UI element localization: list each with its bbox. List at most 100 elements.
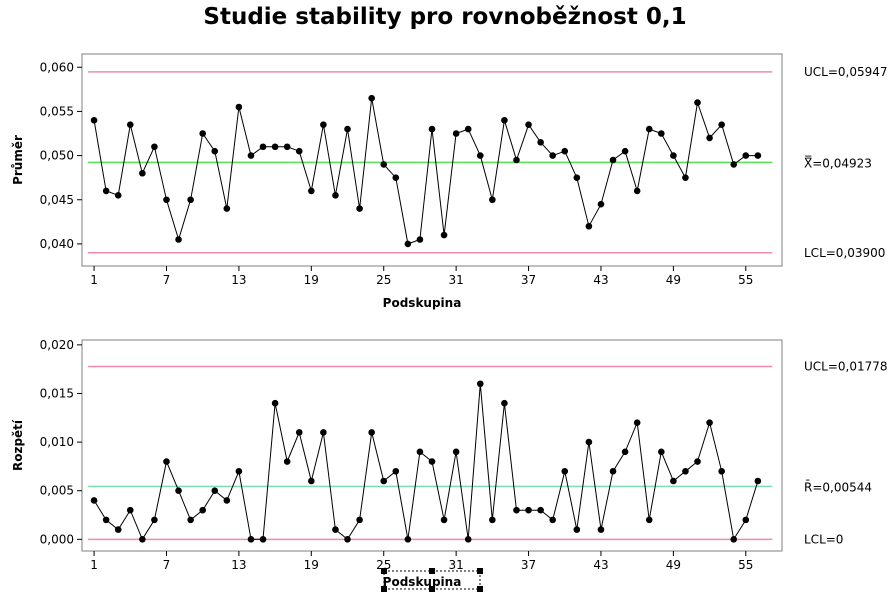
- data-point: [356, 205, 363, 212]
- selection-handle[interactable]: [477, 568, 483, 574]
- data-point: [633, 187, 641, 195]
- data-point: [489, 516, 496, 524]
- data-point: [621, 147, 629, 155]
- data-point: [609, 467, 617, 475]
- data-point: [126, 121, 134, 128]
- ucl-label: UCL=0,05947: [804, 65, 888, 79]
- plot-frame: [81, 339, 783, 552]
- x-tick-label: 25: [376, 273, 391, 287]
- lcl-label: LCL=0: [804, 532, 843, 546]
- y-tick-label: 0,050: [40, 149, 74, 163]
- x-tick-label: 49: [666, 273, 681, 287]
- data-point: [694, 458, 701, 465]
- selection-handles[interactable]: [381, 568, 483, 592]
- x-tick-label: 1: [90, 558, 98, 572]
- x-tick-label: 37: [521, 558, 536, 572]
- y-tick-label: 0,040: [40, 237, 74, 251]
- ucl-label: UCL=0,01778: [804, 359, 888, 373]
- data-point: [404, 536, 412, 543]
- data-point: [90, 116, 98, 124]
- data-point: [308, 187, 315, 195]
- data-point: [682, 174, 689, 181]
- y-tick-label: 0,000: [40, 532, 74, 546]
- x-tick-label: 49: [666, 558, 681, 572]
- selection-handle[interactable]: [429, 568, 435, 574]
- data-point: [730, 161, 738, 168]
- data-point: [344, 536, 351, 543]
- data-point: [585, 438, 593, 446]
- data-point: [344, 125, 351, 133]
- data-point: [706, 419, 713, 426]
- data-point: [175, 487, 182, 495]
- x-tick-label: 43: [593, 558, 608, 572]
- y-tick-label: 0,005: [40, 484, 74, 498]
- data-point: [320, 429, 327, 436]
- data-point: [380, 161, 388, 168]
- data-point: [489, 196, 496, 204]
- data-point: [658, 130, 665, 137]
- data-point: [247, 152, 255, 159]
- y-tick-label: 0,060: [40, 60, 74, 74]
- data-point: [283, 458, 291, 465]
- data-point: [163, 458, 170, 465]
- data-point: [332, 192, 339, 199]
- data-point: [440, 516, 448, 524]
- data-point: [525, 506, 532, 514]
- x-tick-label: 7: [163, 273, 171, 287]
- data-point: [102, 516, 110, 524]
- x-axis-title: Podskupina: [383, 296, 462, 310]
- data-point: [259, 536, 267, 543]
- data-point: [199, 130, 206, 137]
- data-point: [283, 143, 291, 151]
- center-label: X̿=0,04923: [804, 155, 872, 170]
- data-point: [501, 116, 508, 124]
- selection-handle[interactable]: [477, 586, 483, 592]
- data-point: [537, 139, 544, 146]
- data-point: [537, 506, 544, 514]
- data-point: [151, 516, 158, 524]
- data-point: [561, 467, 569, 475]
- data-point: [476, 152, 484, 159]
- data-point: [428, 125, 436, 133]
- data-point: [295, 429, 303, 436]
- selection-handle[interactable]: [381, 568, 387, 574]
- data-point: [742, 516, 750, 524]
- data-point: [187, 516, 194, 524]
- y-axis-title: Rozpětí: [11, 419, 25, 471]
- xbar-chart-panel: 0,040 0,045 0,050 0,055 0,060 1 7 13 19 25 31 37 43 4…: [11, 53, 888, 310]
- y-tick-label: 0,045: [40, 193, 74, 207]
- y-tick-label: 0,055: [40, 104, 74, 118]
- x-tick-label: 37: [521, 273, 536, 287]
- data-point: [549, 152, 556, 159]
- data-point: [658, 448, 665, 456]
- x-tick-label: 13: [231, 558, 246, 572]
- data-point: [151, 143, 158, 151]
- data-point: [645, 516, 653, 524]
- selection-handle[interactable]: [381, 586, 387, 592]
- x-tick-label: 31: [448, 558, 463, 572]
- data-point: [597, 200, 605, 208]
- x-tick-label: 43: [593, 273, 608, 287]
- data-point: [199, 506, 206, 514]
- data-point: [295, 147, 303, 155]
- data-point: [90, 497, 98, 504]
- y-tick-label: 0,015: [40, 386, 74, 400]
- x-tick-label: 1: [90, 273, 98, 287]
- data-point: [163, 196, 170, 204]
- data-point: [525, 121, 532, 128]
- data-point: [247, 536, 255, 543]
- data-point: [271, 143, 279, 151]
- data-series-line: [93, 383, 759, 541]
- selection-handle[interactable]: [429, 586, 435, 592]
- data-point: [706, 134, 713, 142]
- y-axis-title: Průměr: [11, 135, 25, 185]
- data-point: [585, 222, 593, 230]
- range-chart-panel: 0,000 0,005 0,010 0,015 0,020 1 7 13 19 25 31 37 43 4…: [11, 338, 888, 589]
- data-point: [368, 429, 375, 436]
- data-point: [139, 169, 146, 177]
- data-point: [114, 192, 122, 199]
- data-point: [561, 147, 569, 155]
- data-point: [645, 125, 653, 133]
- x-tick-label: 19: [304, 558, 319, 572]
